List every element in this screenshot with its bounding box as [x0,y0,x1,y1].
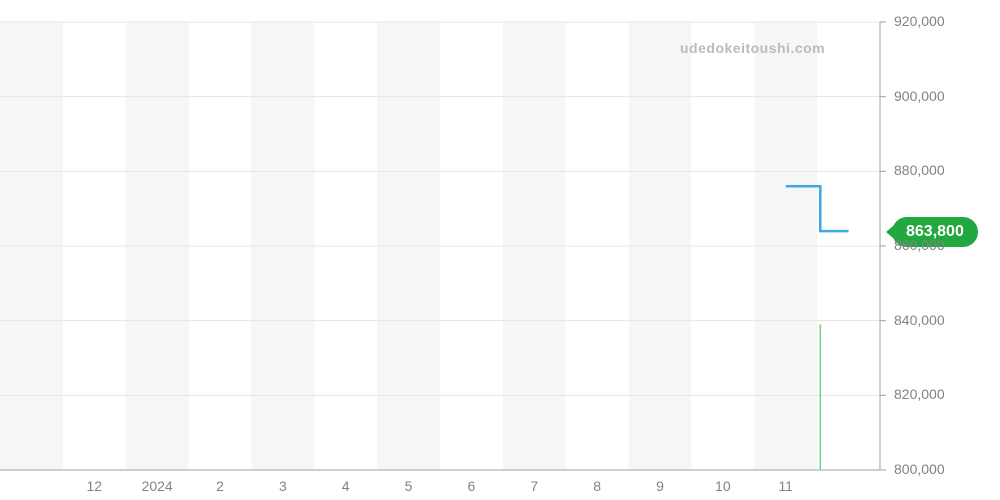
y-tick-label: 800,000 [894,461,945,477]
x-tick-label: 12 [86,478,102,494]
x-tick-label: 9 [656,478,664,494]
y-tick-label: 900,000 [894,88,945,104]
y-tick-label: 840,000 [894,312,945,328]
x-tick-label: 10 [715,478,731,494]
x-tick-label: 6 [468,478,476,494]
y-tick-label: 920,000 [894,13,945,29]
x-tick-label: 7 [530,478,538,494]
x-tick-label: 8 [593,478,601,494]
watermark-text: udedokeitoushi.com [680,40,825,56]
y-tick-label: 820,000 [894,386,945,402]
price-chart: udedokeitoushi.com 863,800 800,000820,00… [0,0,1000,500]
x-tick-label: 11 [778,478,793,494]
y-tick-label: 860,000 [894,237,945,253]
chart-svg [0,0,1000,500]
x-tick-label: 2 [216,478,224,494]
y-tick-label: 880,000 [894,162,945,178]
x-tick-label: 3 [279,478,287,494]
x-tick-label: 4 [342,478,350,494]
x-tick-label: 5 [405,478,413,494]
x-tick-label: 2024 [142,478,173,494]
